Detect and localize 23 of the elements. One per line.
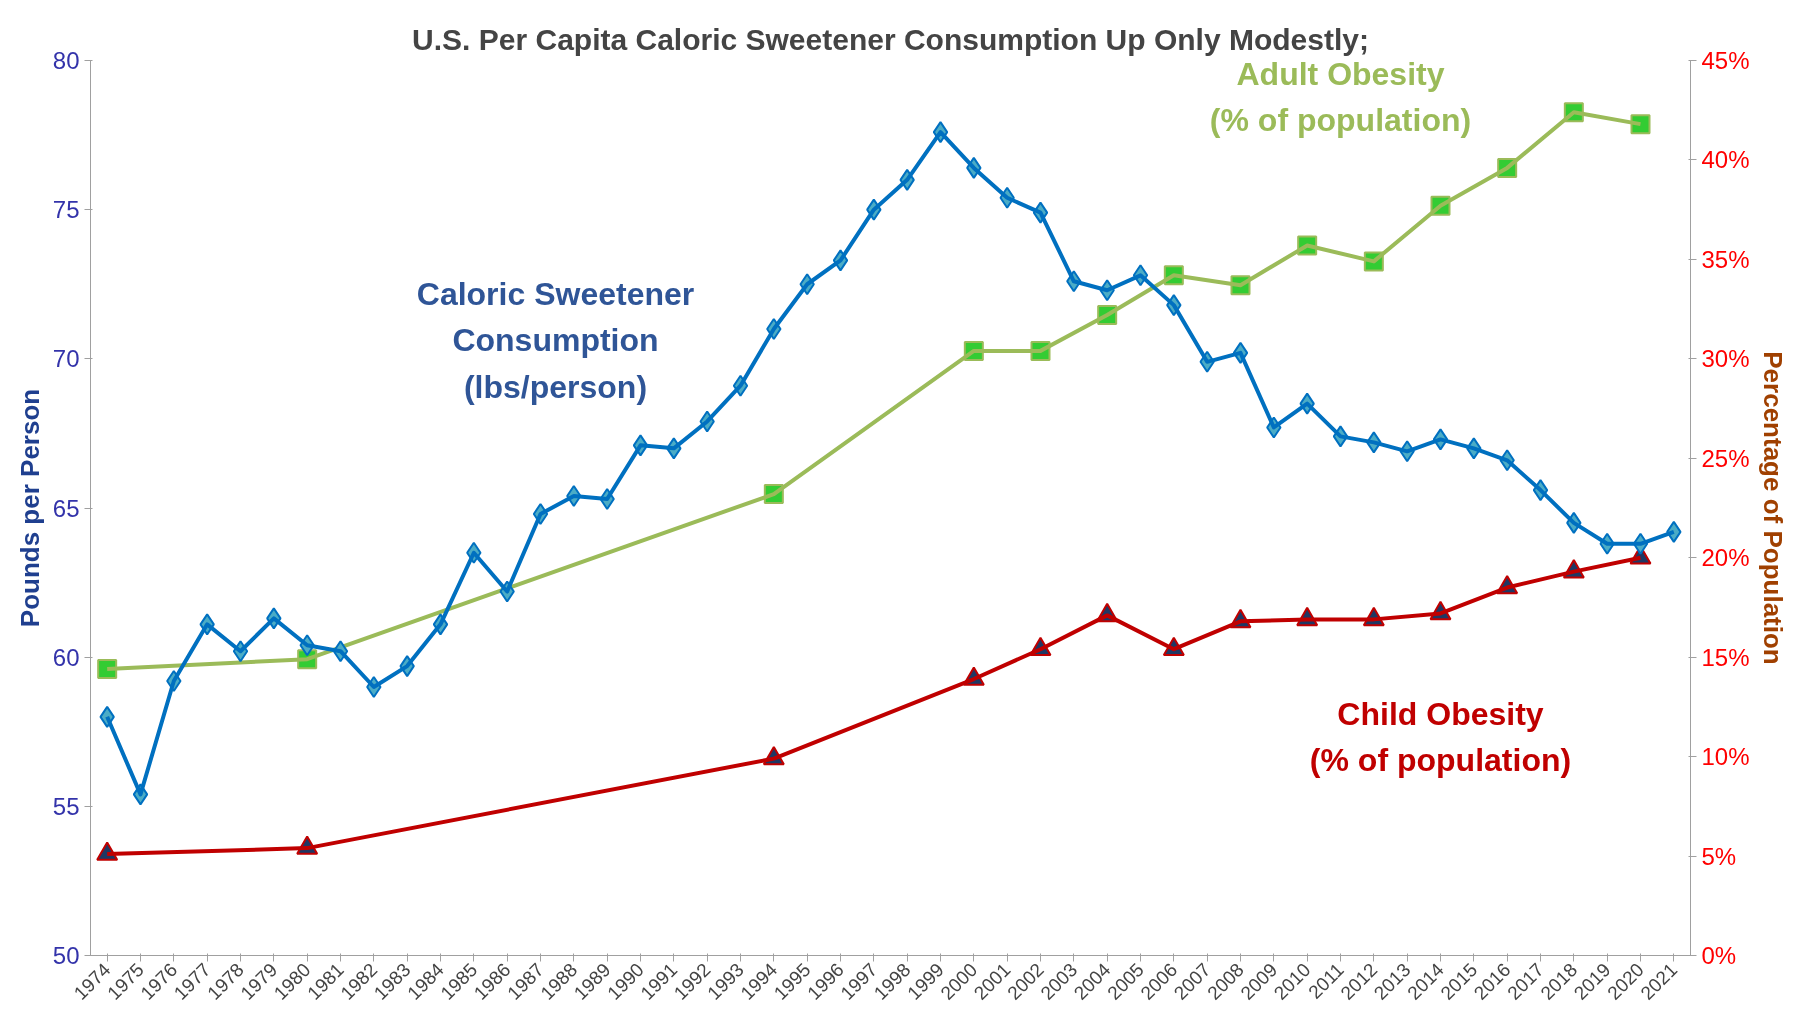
series-label: Caloric Sweetener Consumption (lbs/person) xyxy=(416,275,695,406)
y2-tick-label: 5% xyxy=(1701,842,1737,870)
y-tick-label: 50 xyxy=(52,942,80,969)
y-tick-label: 65 xyxy=(52,494,80,522)
y2-tick-label: 25% xyxy=(1701,444,1750,472)
series-label: Adult Obesity (% of population) xyxy=(1209,55,1472,139)
y2-tick-label: 15% xyxy=(1701,643,1750,671)
y2-tick-label: 40% xyxy=(1701,146,1750,174)
y2-tick-label: 30% xyxy=(1701,345,1750,373)
chart-title: U.S. Per Capita Caloric Sweetener Consumption Up Only Modestly; xyxy=(412,22,1369,56)
y-tick-label: 80 xyxy=(52,47,80,74)
y2-tick-label: 20% xyxy=(1701,544,1750,572)
y2-tick-label: 0% xyxy=(1701,942,1737,969)
y2-tick-label: 45% xyxy=(1701,47,1750,74)
y2-tick-label: 10% xyxy=(1701,743,1750,771)
y-tick-label: 60 xyxy=(52,643,80,671)
y2-axis-title: Percentage of Population xyxy=(1757,351,1788,665)
y-tick-label: 70 xyxy=(52,345,80,373)
y2-tick-label: 35% xyxy=(1701,245,1750,273)
y-tick-label: 55 xyxy=(52,792,80,820)
y-tick-label: 75 xyxy=(52,196,80,224)
text: Child Obesity (% of population) xyxy=(1309,695,1572,779)
y-axis-title: Pounds per Person xyxy=(14,388,45,628)
